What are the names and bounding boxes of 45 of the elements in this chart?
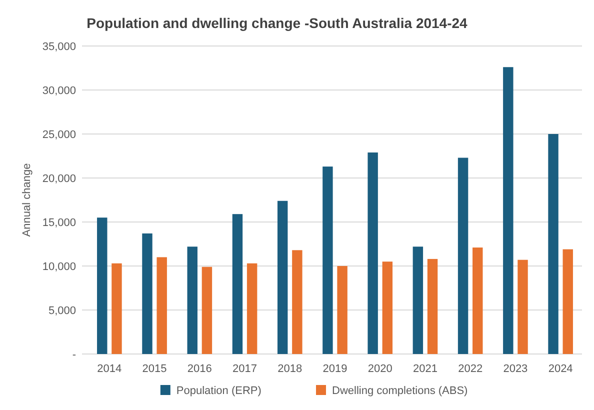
bar	[322, 166, 333, 354]
x-tick-label: 2022	[458, 363, 483, 375]
legend-label: Dwelling completions (ABS)	[332, 385, 468, 397]
bar	[337, 266, 348, 354]
y-tick-label: 5,000	[48, 304, 76, 317]
x-tick-label: 2016	[187, 363, 212, 375]
y-axis-title: Annual change	[21, 163, 33, 237]
y-tick-label: 15,000	[42, 216, 76, 229]
bar	[412, 246, 424, 354]
x-tick-label: 2017	[232, 363, 258, 375]
x-tick-label: 2014	[97, 363, 122, 375]
x-tick-label: 2019	[322, 363, 348, 375]
bar	[562, 249, 573, 354]
x-tick-label: 2021	[412, 363, 438, 375]
x-tick-label: 2023	[503, 363, 528, 375]
bar	[246, 263, 258, 354]
y-tick-label: 35,000	[42, 40, 76, 53]
bar	[187, 246, 198, 354]
bar	[518, 260, 528, 354]
x-tick-label: 2018	[278, 363, 302, 375]
bar	[202, 266, 212, 354]
x-tick-label: 2015	[142, 363, 167, 375]
bar	[277, 200, 288, 354]
bar	[503, 67, 514, 354]
bar	[548, 134, 558, 354]
bar	[292, 250, 302, 354]
y-tick-label: 25,000	[42, 128, 76, 141]
y-tick-label: 20,000	[42, 172, 76, 185]
bar	[368, 152, 378, 354]
bar	[97, 218, 108, 354]
bar	[458, 158, 468, 354]
bar	[232, 214, 243, 354]
bar	[427, 258, 438, 354]
x-tick-label: 2020	[368, 363, 392, 375]
legend-label: Population (ERP)	[176, 385, 262, 397]
bar	[112, 263, 122, 354]
bar	[142, 233, 152, 354]
y-tick-label: -	[72, 348, 76, 361]
y-tick-label: 30,000	[42, 84, 76, 97]
y-tick-label: 10,000	[42, 260, 76, 273]
bar	[156, 257, 167, 354]
chart-title: Population and dwelling change -South Australia 2014-24	[86, 15, 468, 31]
bar	[472, 248, 483, 354]
x-tick-label: 2024	[548, 363, 573, 375]
bar	[382, 262, 393, 354]
